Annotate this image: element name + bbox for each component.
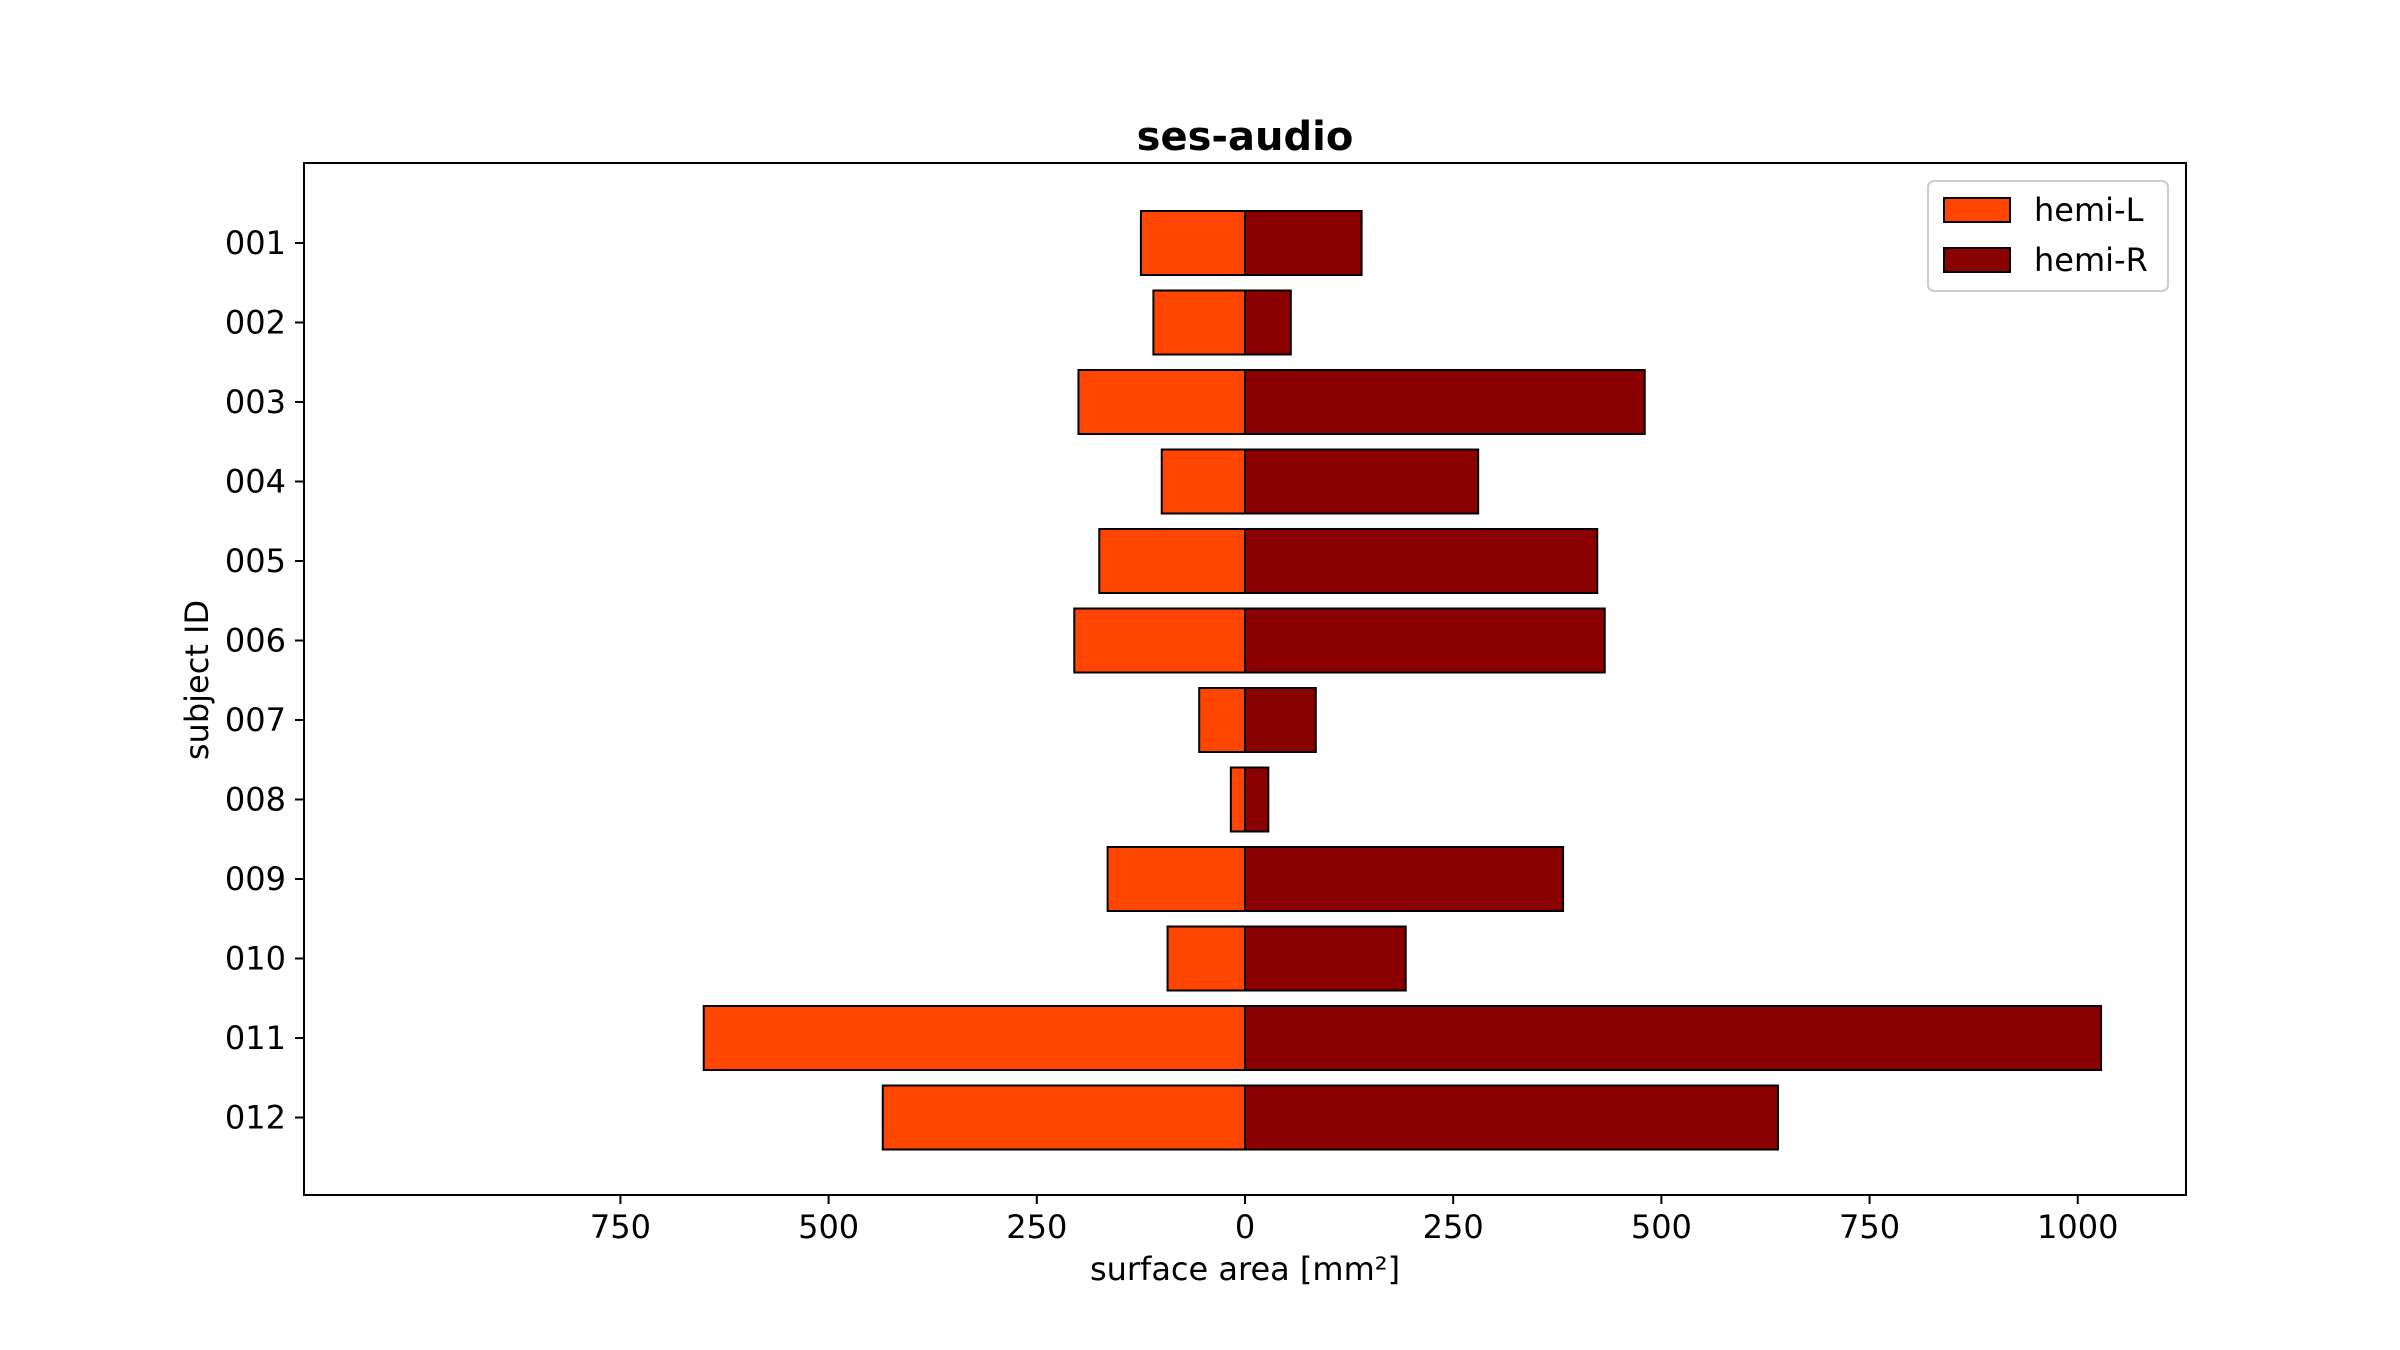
y-tick-label: 002 [225,304,286,342]
chart-title: ses-audio [1137,114,1354,160]
bar-hemi-L-002 [1152,289,1246,356]
legend-swatch-hemi-R [1943,247,2011,273]
bar-hemi-R-007 [1244,687,1317,753]
bar-hemi-R-008 [1244,766,1270,833]
x-tick-label: 750 [590,1208,651,1246]
y-tick-label: 009 [225,860,286,898]
legend-label-hemi-R: hemi-R [2034,241,2148,279]
y-tick-label: 012 [225,1099,286,1137]
y-axis-ticks: 001 002 003 004 005 006 007 008 009 010 011 012 [225,224,304,1137]
y-tick-label: 011 [225,1019,286,1057]
bar-hemi-L-005 [1098,528,1246,594]
x-tick-label: 250 [1423,1208,1484,1246]
bar-hemi-R-005 [1244,528,1599,594]
y-tick-label: 001 [225,224,286,262]
bar-hemi-R-009 [1244,846,1565,912]
bar-hemi-R-001 [1244,210,1363,276]
bar-hemi-L-010 [1166,925,1246,992]
bar-hemi-L-007 [1198,687,1246,753]
bar-hemi-L-011 [702,1005,1246,1071]
x-tick-label: 500 [1631,1208,1692,1246]
legend-label-hemi-L: hemi-L [2034,191,2144,229]
bar-hemi-R-003 [1244,369,1646,435]
bar-hemi-L-012 [881,1084,1247,1151]
y-tick-label: 004 [225,463,286,501]
bar-hemi-R-012 [1244,1084,1779,1151]
bar-hemi-R-004 [1244,448,1480,515]
y-tick-label: 008 [225,781,286,819]
y-axis-label: subject ID [178,600,216,760]
bar-hemi-R-011 [1244,1005,2103,1071]
y-tick-label: 003 [225,383,286,421]
legend-swatch-hemi-L [1943,197,2011,223]
x-axis-ticks: 750 500 250 0 250 500 750 1000 [590,1195,2118,1246]
y-tick-label: 005 [225,542,286,580]
bar-hemi-R-010 [1244,925,1407,992]
bar-hemi-R-002 [1244,289,1292,356]
bar-hemi-R-006 [1244,607,1606,674]
bar-hemi-L-004 [1160,448,1247,515]
x-tick-label: 0 [1235,1208,1255,1246]
y-tick-label: 007 [225,701,286,739]
x-tick-label: 1000 [2037,1208,2118,1246]
y-tick-label: 006 [225,622,286,660]
bar-hemi-L-003 [1077,369,1246,435]
x-tick-label: 500 [798,1208,859,1246]
bar-hemi-L-009 [1106,846,1246,912]
x-tick-label: 250 [1006,1208,1067,1246]
bar-hemi-L-008 [1229,766,1247,833]
bars-group [702,210,2103,1151]
bar-hemi-L-006 [1073,607,1246,674]
bar-hemi-L-001 [1139,210,1247,276]
y-tick-label: 010 [225,940,286,978]
legend: hemi-L hemi-R [1927,180,2169,292]
x-tick-label: 750 [1839,1208,1900,1246]
x-axis-label: surface area [mm²] [1090,1250,1400,1288]
